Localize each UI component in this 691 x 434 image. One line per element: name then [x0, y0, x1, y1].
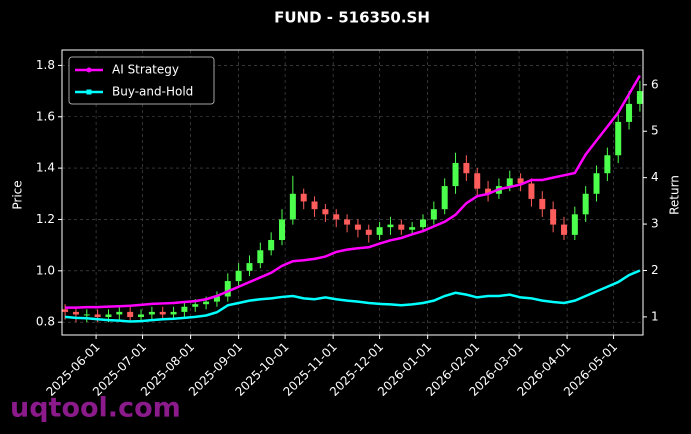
y-tick-label: 1.4 [36, 161, 55, 175]
plot-frame [61, 49, 644, 336]
candle-body [409, 227, 416, 230]
legend-marker [86, 89, 92, 95]
y-tick-label: 1.0 [36, 263, 55, 277]
line-series [65, 74, 641, 309]
candle-body [354, 224, 361, 230]
candle-body [105, 314, 112, 318]
candle-body [72, 311, 79, 315]
candle-body [387, 224, 394, 228]
candle-body [224, 281, 231, 297]
candle-body [365, 229, 372, 235]
candle-body [560, 224, 567, 235]
candle-body [430, 209, 437, 220]
candle-body [192, 304, 199, 307]
candle-body [289, 193, 296, 220]
candle-body [463, 162, 470, 174]
candle-body [181, 306, 188, 312]
candle-body [62, 309, 69, 312]
y2-tick-label: 1 [651, 309, 659, 323]
candle-body [539, 198, 546, 210]
candle-body [159, 311, 166, 315]
legend-label: Buy-and-Hold [112, 85, 193, 99]
y2-tick-label: 2 [651, 263, 659, 277]
candle-body [203, 301, 210, 305]
candle-body [311, 201, 318, 210]
candle-body [626, 103, 633, 122]
candle-body [257, 250, 264, 264]
y-tick-label: 1.6 [36, 109, 55, 123]
candle-body [116, 311, 123, 315]
candle-body [127, 311, 134, 318]
candle-body [506, 178, 513, 187]
legend-label: AI Strategy [112, 63, 179, 77]
candle-body [235, 270, 242, 282]
legend-marker [86, 67, 92, 73]
candle-body [246, 263, 253, 271]
candle-body [474, 173, 481, 189]
line-series [64, 269, 641, 323]
candle-body [571, 214, 578, 235]
y2-tick-label: 3 [651, 217, 659, 231]
candle-body [94, 314, 101, 318]
watermark: uqtool.com [10, 393, 181, 424]
y-axis-label: Price [11, 180, 25, 209]
candle-body [300, 193, 307, 202]
candle-body [582, 193, 589, 215]
candle-body [452, 162, 459, 187]
legend-box [68, 56, 215, 105]
candle-body [441, 186, 448, 210]
y2-axis-label: Return [668, 175, 682, 215]
candle-body [279, 219, 286, 240]
candle-body [550, 209, 557, 225]
candle-body [268, 240, 275, 251]
y2-tick-label: 5 [651, 124, 659, 138]
candle-body [615, 121, 622, 156]
y-tick-label: 1.2 [36, 212, 55, 226]
chart-title: FUND - 516350.SH [274, 9, 430, 27]
candle-body [333, 214, 340, 220]
y-tick-label: 1.8 [36, 58, 55, 72]
candle-body [485, 188, 492, 194]
candle-body [528, 183, 535, 199]
candle-body [148, 311, 155, 315]
candle-body [344, 219, 351, 225]
y2-tick-label: 6 [651, 77, 659, 91]
candle-body [376, 227, 383, 235]
candle-body [170, 311, 177, 315]
candle-body [213, 296, 220, 302]
candle-body [604, 155, 611, 174]
candle-body [322, 209, 329, 215]
y2-tick-label: 4 [651, 170, 659, 184]
candle-body [517, 178, 524, 184]
candle-body [83, 314, 90, 316]
y-tick-label: 0.8 [36, 315, 55, 329]
candle-body [593, 173, 600, 194]
candle-body [398, 224, 405, 230]
candle-body [636, 91, 643, 104]
candle-body [419, 219, 426, 228]
candle-body [138, 314, 145, 318]
